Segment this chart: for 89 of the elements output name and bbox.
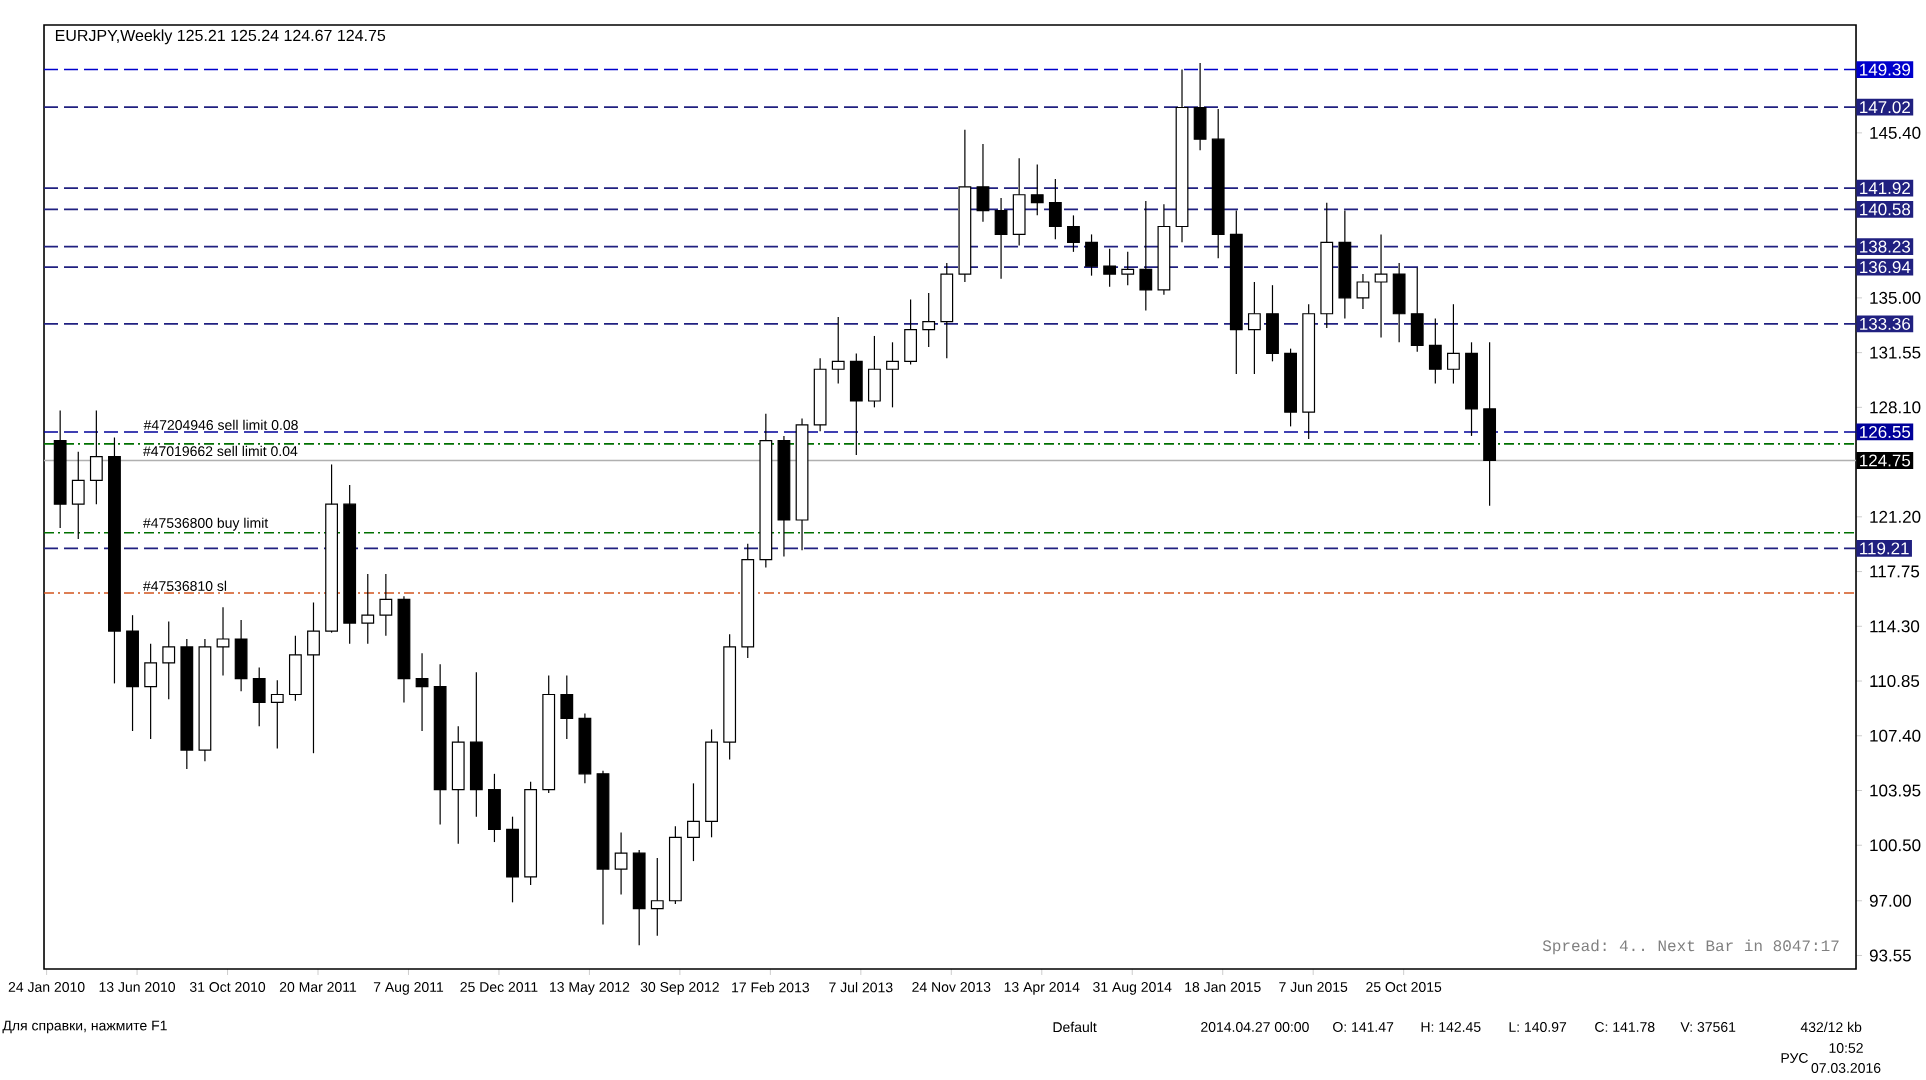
ref-line-label: #47536810 sl [143,580,227,591]
ref-line-label: 124.75 [1860,454,1911,467]
candlestick [1103,248,1117,288]
candlestick [1067,214,1080,253]
candlestick [994,197,1008,280]
x-tick-label: 25 Oct 2015 [1366,982,1442,992]
y-tick-label: 103.95 [1870,784,1921,797]
candlestick [270,679,284,750]
candlestick [415,652,429,732]
ref-line-label: #47019662 sell limit 0.04 [143,445,298,457]
text: 07.03.2016 [1811,1063,1881,1073]
candlestick [1121,251,1135,286]
candlestick [1139,200,1153,312]
text: H: 142.45 [1421,1022,1481,1032]
x-tick-label: 31 Oct 2010 [189,982,266,992]
ref-line-label: 136.94 [1860,261,1911,274]
text: 10:52 [1829,1043,1863,1053]
y-tick-label: 110.85 [1870,675,1920,688]
x-tick-label: 13 Jun 2010 [99,982,176,992]
candlestick [831,316,845,385]
x-tick-label: 7 Jun 2015 [1279,982,1348,992]
candlestick [162,620,176,700]
candlestick [922,292,936,348]
candlestick [361,573,375,645]
ref-line-label: 133.36 [1860,317,1911,330]
candlestick [886,341,899,408]
x-tick-label: 30 Sep 2012 [640,982,719,995]
y-tick-label: 117.75 [1870,565,1920,578]
x-tick-label: 13 Apr 2014 [1004,982,1080,995]
y-tick-label: 145.40 [1870,126,1921,139]
text: 432/12 kb [1800,1021,1862,1033]
candlestick [1356,273,1370,310]
x-tick-label: 31 Aug 2014 [1093,982,1172,995]
y-tick-label: 93.55 [1869,949,1911,962]
text: Для справки, нажмите F1 [2,1020,167,1034]
candlestick [216,606,230,677]
annotation: #47204946 sell limit 0.08 [143,419,298,430]
text: L: 140.97 [1509,1022,1567,1032]
x-tick-label: 24 Nov 2013 [912,982,991,992]
text: V: 37561 [1680,1022,1736,1032]
y-tick-label: 114.30 [1870,620,1920,633]
chart-title: EURJPY,Weekly 125.21 125.24 124.67 124.75 [55,29,386,45]
text: O: 141.47 [1333,1022,1394,1032]
ref-line-label: 119.21 [1860,542,1909,555]
candlestick [71,451,85,540]
y-tick-label: 128.10 [1870,401,1921,414]
candlestick [1048,178,1062,240]
ref-line-label: 138.23 [1860,240,1911,253]
candlestick [1247,281,1261,375]
ref-line-label: 149.39 [1860,63,1911,76]
x-tick-label: 7 Aug 2011 [373,982,444,995]
candlestick [144,643,158,740]
candlestick [1030,164,1044,216]
candlestick [379,573,393,637]
ref-line-label: 140.58 [1860,203,1911,216]
x-tick-label: 13 May 2012 [550,982,630,995]
y-tick-label: 135.00 [1870,291,1921,304]
text: C: 141.78 [1595,1022,1655,1032]
ref-line-label: 141.92 [1860,182,1910,195]
y-tick-label: 107.40 [1870,729,1921,742]
y-tick-label: 97.00 [1869,894,1911,907]
candlestick [560,674,574,740]
x-tick-label: 7 Jul 2013 [829,982,893,993]
x-tick-label: 17 Feb 2013 [732,982,810,993]
x-tick-label: 18 Jan 2015 [1185,982,1261,992]
candlestick [1428,317,1442,385]
candlestick [307,601,320,754]
ref-line-label: 126.55 [1860,425,1911,438]
y-tick-label: 121.20 [1870,510,1921,523]
y-tick-label: 131.55 [1870,346,1921,359]
y-tick-label: 100.50 [1870,839,1921,852]
text: Default [1053,1021,1097,1033]
x-tick-label: 20 Mar 2011 [279,982,357,992]
candlestick [687,782,700,862]
candlestick [650,857,664,937]
ref-line-label: #47536800 buy limit [143,517,269,531]
candlestick [976,143,990,223]
x-tick-label: 24 Jan 2010 [8,982,85,992]
candlestick [252,666,266,727]
text: РУС [1781,1053,1808,1063]
candlestick [1374,233,1388,339]
x-tick-label: 25 Dec 2011 [460,982,538,992]
annotation: Spread: 4.. Next Bar in 8047:17 [1542,939,1839,955]
candlestick [1085,233,1098,277]
candlestick [89,409,103,505]
candlestick [1447,303,1460,385]
ref-line-label: 147.02 [1860,101,1910,114]
text: 2014.04.27 00:00 [1201,1022,1309,1032]
candlestick [614,831,628,896]
